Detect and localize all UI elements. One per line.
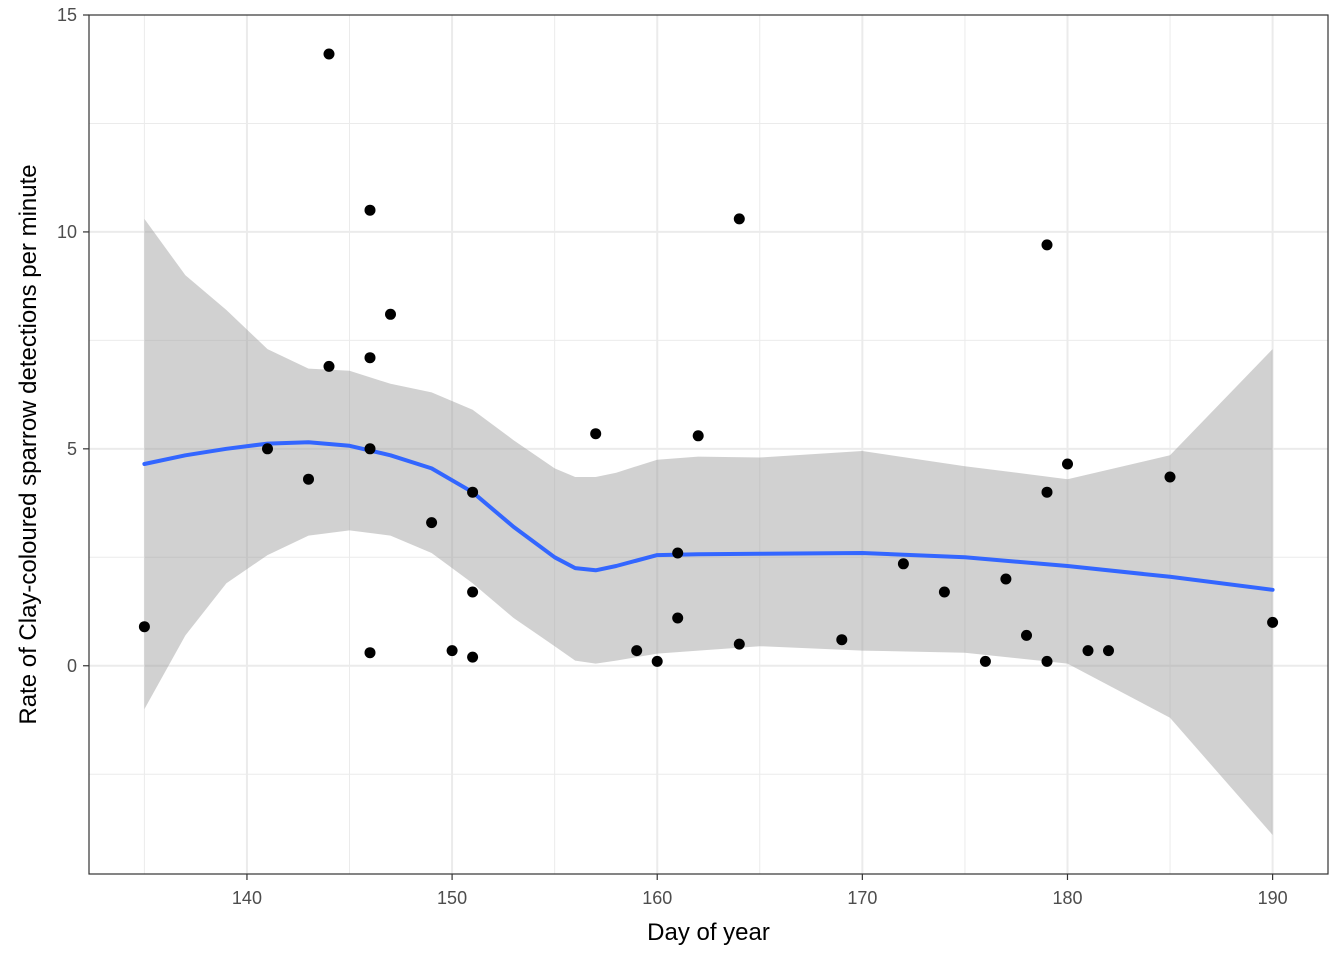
smooth-line-layer (142, 440, 1275, 592)
data-point (1082, 645, 1094, 657)
y-tick-label: 10 (57, 222, 77, 242)
data-point (672, 547, 684, 559)
data-point (897, 558, 909, 570)
x-axis: 140 150 160 170 180 190 (232, 874, 1288, 908)
x-tick-label: 140 (232, 888, 262, 908)
x-tick-label: 160 (642, 888, 672, 908)
x-tick-label: 150 (437, 888, 467, 908)
data-point (651, 655, 663, 667)
data-point (364, 443, 376, 455)
data-point (1103, 645, 1114, 657)
data-point (467, 486, 479, 498)
y-tick-label: 15 (57, 5, 77, 25)
y-tick-label: 5 (67, 439, 77, 459)
data-point (1267, 616, 1279, 628)
data-point (1000, 573, 1012, 585)
smooth-line (142, 440, 1275, 592)
confidence-band (144, 218, 1273, 835)
data-point (303, 473, 314, 485)
data-point (323, 48, 335, 60)
x-tick-label: 170 (847, 888, 877, 908)
data-point (262, 443, 273, 455)
data-point (1164, 471, 1176, 483)
confidence-band-layer (144, 218, 1273, 835)
x-tick-label: 180 (1052, 888, 1082, 908)
data-point (1041, 655, 1053, 667)
data-point (446, 645, 458, 657)
panel-border (88, 14, 1329, 875)
data-point (467, 651, 479, 663)
data-point (138, 621, 150, 633)
x-axis-title: Day of year (647, 919, 770, 946)
data-point (1062, 458, 1073, 470)
x-tick-label: 190 (1258, 888, 1288, 908)
data-points-layer (138, 48, 1279, 667)
data-point (979, 655, 991, 667)
data-point (1041, 239, 1053, 251)
data-point (631, 645, 643, 657)
data-point (364, 204, 376, 216)
data-point (467, 586, 479, 598)
y-axis-title: Rate of Clay-coloured sparrow detections… (15, 164, 42, 724)
data-point (364, 352, 376, 364)
data-point (733, 638, 745, 650)
data-point (364, 647, 376, 659)
data-point (1041, 486, 1053, 498)
y-tick-label: 0 (67, 656, 77, 676)
data-point (426, 517, 438, 529)
data-point (692, 430, 704, 442)
y-axis: 0 5 10 15 (57, 5, 89, 676)
data-point (590, 428, 602, 440)
data-point (733, 213, 745, 225)
data-point (672, 612, 684, 624)
data-point (836, 634, 848, 646)
data-point (323, 360, 335, 372)
data-point (1021, 629, 1032, 641)
data-point (385, 308, 396, 320)
data-point (938, 586, 950, 598)
